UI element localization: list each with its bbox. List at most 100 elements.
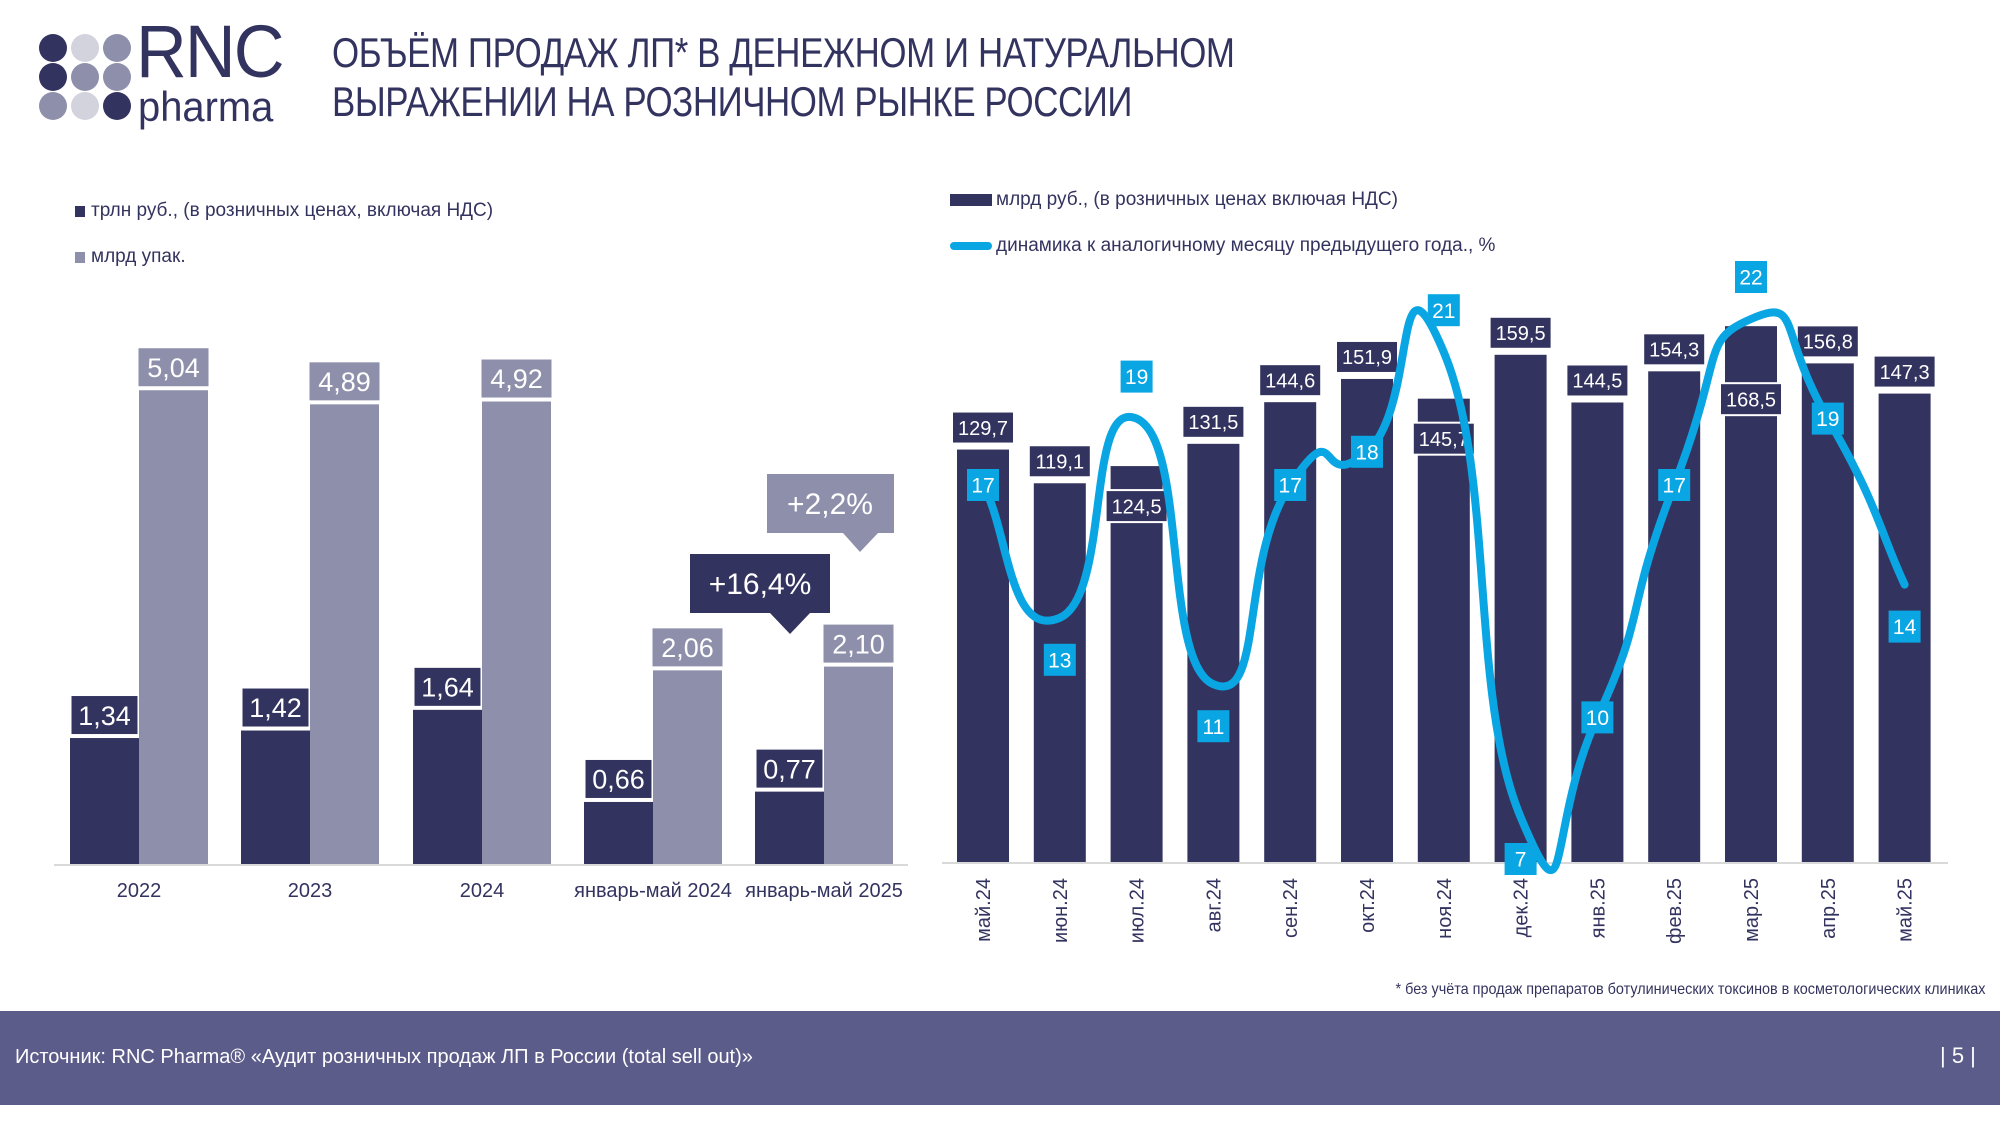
x-tick-label: авг.24	[1203, 878, 1225, 932]
legend-label: динамика к аналогичному месяцу предыдуще…	[996, 235, 1496, 256]
callout-packs-text: +2,2%	[787, 488, 873, 521]
line-value-label: 19	[1125, 366, 1148, 389]
footnote: * без учёта продаж препаратов ботулиниче…	[1395, 981, 1985, 998]
logo-dot	[39, 92, 67, 120]
callout-packs	[767, 474, 894, 552]
line-value-label-box	[1120, 360, 1153, 393]
bar-value-label: 154,3	[1649, 340, 1699, 362]
callout-rub-text: +16,4%	[709, 568, 812, 601]
footer-source: Источник: RNC Pharma® «Аудит розничных п…	[15, 1046, 753, 1068]
bar-rub	[70, 738, 139, 864]
line-value-label-box	[1888, 610, 1921, 643]
bar-packs	[310, 404, 379, 864]
x-tick-label: 2024	[460, 880, 505, 902]
page-title-line-1: ОБЪЁМ ПРОДАЖ ЛП* В ДЕНЕЖНОМ И НАТУРАЛЬНО…	[332, 29, 1235, 76]
bar-rub	[584, 801, 653, 864]
bar-value-label: 119,1	[1036, 451, 1085, 473]
x-tick-label: 2022	[117, 880, 162, 902]
data-label: 4,92	[490, 364, 543, 394]
legend-label: млрд упак.	[91, 246, 186, 267]
line-value-label-box	[1735, 261, 1767, 293]
line-value-label-box	[967, 469, 999, 501]
line-value-label-box	[1658, 469, 1691, 501]
x-tick-label: апр.25	[1818, 878, 1840, 939]
bar-packs	[653, 670, 722, 864]
x-tick-label: янв.25	[1587, 878, 1609, 938]
line-value-label: 10	[1586, 707, 1609, 730]
bar	[957, 449, 1009, 862]
data-label: 0,66	[592, 765, 645, 795]
data-label: 5,04	[147, 353, 200, 383]
bar-value-label-box	[1719, 382, 1783, 417]
data-label: 1,64	[421, 673, 474, 703]
bar-rub	[755, 791, 824, 864]
x-tick-label: июл.24	[1127, 878, 1149, 943]
bar-value-label-box	[1335, 339, 1399, 374]
growth-line	[979, 306, 1909, 875]
bar-value-label-box	[1258, 363, 1323, 398]
bar-rub	[241, 730, 310, 864]
bar-value-label-box	[1795, 324, 1860, 359]
bar	[1801, 363, 1854, 862]
bar-value-label: 151,9	[1342, 347, 1392, 369]
bar	[1571, 402, 1624, 862]
footer-bar	[0, 1011, 2000, 1105]
line-value-label-box	[1197, 710, 1230, 743]
line-value-label: 17	[1663, 475, 1686, 498]
logo-dot	[103, 92, 131, 120]
logo-subtext: pharma	[138, 83, 274, 130]
legend-swatch-navy	[75, 206, 85, 217]
logo-dot	[71, 63, 99, 91]
line-value-label-box	[1504, 843, 1537, 875]
x-tick-label: июн.24	[1050, 878, 1072, 943]
line-value-label: 17	[1279, 475, 1302, 498]
page-title-line-2: ВЫРАЖЕНИИ НА РОЗНИЧНОМ РЫНКЕ РОССИИ	[332, 78, 1133, 125]
logo-dot	[39, 34, 67, 62]
x-tick-label: дек.24	[1511, 878, 1533, 937]
logo-dot	[103, 34, 131, 62]
bar-value-label: 144,6	[1265, 370, 1315, 392]
bar-value-label: 144,5	[1572, 371, 1622, 393]
line-value-label-box	[1427, 294, 1460, 327]
x-tick-label: январь-май 2025	[745, 880, 903, 902]
line-value-label: 22	[1739, 267, 1762, 290]
bar-value-label: 124,5	[1112, 496, 1162, 518]
line-value-label: 11	[1202, 716, 1224, 739]
bar-value-label: 131,5	[1188, 412, 1238, 434]
bar-packs	[824, 666, 893, 864]
line-value-label: 7	[1515, 849, 1527, 872]
bar-value-label-box	[1565, 363, 1630, 398]
data-label-box	[242, 688, 309, 727]
data-label: 4,89	[318, 367, 371, 397]
logo-dot	[39, 63, 67, 91]
left-bar-chart: 1,34 5,04 2022 1,42 4,89 2023 1,64 4,92 2024 0,66…	[54, 348, 908, 902]
bar-value-label-box	[1642, 332, 1707, 367]
data-label-box	[414, 667, 481, 706]
bar	[1648, 371, 1701, 862]
data-label: 2,10	[832, 629, 885, 659]
data-label-box	[756, 749, 823, 788]
data-label-box	[585, 759, 652, 798]
legend-line-blue	[950, 242, 992, 250]
bar-value-label: 168,5	[1726, 389, 1776, 411]
data-label-box	[823, 624, 894, 663]
data-label-box	[138, 348, 209, 387]
bar	[1187, 443, 1240, 862]
bar	[1494, 354, 1547, 862]
x-tick-label: январь-май 2024	[574, 880, 732, 902]
bar-value-label-box	[951, 410, 1015, 445]
line-value-label: 21	[1432, 300, 1455, 323]
right-combo-chart: 129,7 май.24 119,1 июн.24 124,5 июл.24 131,5 ав…	[942, 261, 1948, 944]
x-tick-label: май.24	[973, 878, 995, 942]
data-label-box	[481, 359, 552, 398]
x-tick-label: мар.25	[1741, 878, 1763, 942]
bar-packs	[482, 401, 551, 864]
logo-dot	[71, 92, 99, 120]
x-tick-label: фев.25	[1664, 878, 1686, 944]
data-label: 1,34	[78, 701, 131, 731]
bar	[1417, 398, 1470, 862]
data-label-box	[71, 696, 138, 735]
logo-dot	[71, 34, 99, 62]
logo-dot	[103, 63, 131, 91]
